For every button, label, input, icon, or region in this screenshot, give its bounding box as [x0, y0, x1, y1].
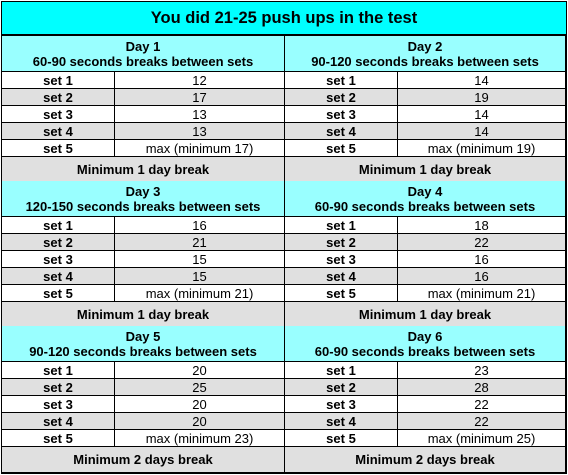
- set-reps: 25: [115, 379, 285, 396]
- day-rest-interval: 120-150 seconds breaks between sets: [25, 198, 261, 214]
- set-label: set 3: [285, 106, 398, 123]
- set-reps: max (minimum 23): [115, 430, 285, 447]
- set-reps: 15: [115, 268, 285, 285]
- set-label: set 5: [285, 285, 398, 302]
- set-reps: 18: [398, 217, 566, 234]
- set-label: set 4: [2, 123, 115, 140]
- day-rest-interval: 60-90 seconds breaks between sets: [314, 343, 536, 359]
- set-reps: 19: [398, 89, 566, 106]
- set-reps: 13: [115, 123, 285, 140]
- day-rest-interval: 60-90 seconds breaks between sets: [314, 198, 536, 214]
- rest-day-note: Minimum 2 days break: [2, 447, 285, 473]
- day-rest-interval: 60-90 seconds breaks between sets: [32, 53, 254, 69]
- set-reps: 20: [115, 362, 285, 379]
- set-label: set 2: [285, 234, 398, 251]
- set-reps: 15: [115, 251, 285, 268]
- set-reps: 13: [115, 106, 285, 123]
- set-reps: max (minimum 21): [115, 285, 285, 302]
- set-label: set 2: [285, 89, 398, 106]
- set-label: set 4: [285, 413, 398, 430]
- day-rest-interval: 90-120 seconds breaks between sets: [29, 343, 257, 359]
- set-reps: 14: [398, 106, 566, 123]
- day-header: Day 6 60-90 seconds breaks between sets: [285, 326, 566, 362]
- set-reps: 28: [398, 379, 566, 396]
- set-label: set 4: [2, 413, 115, 430]
- rest-day-note: Minimum 1 day break: [2, 302, 285, 328]
- set-label: set 1: [285, 72, 398, 89]
- set-reps: 16: [115, 217, 285, 234]
- set-label: set 1: [285, 362, 398, 379]
- set-reps: 20: [115, 413, 285, 430]
- rest-day-note: Minimum 2 days break: [285, 447, 566, 473]
- set-label: set 2: [2, 379, 115, 396]
- rest-day-note: Minimum 1 day break: [2, 157, 285, 183]
- set-label: set 1: [2, 362, 115, 379]
- day-name: Day 5: [125, 328, 161, 344]
- set-label: set 5: [2, 140, 115, 157]
- set-label: set 2: [2, 89, 115, 106]
- plan-title: You did 21-25 push ups in the test: [2, 2, 566, 36]
- set-label: set 4: [2, 268, 115, 285]
- set-label: set 1: [2, 72, 115, 89]
- set-reps: 20: [115, 396, 285, 413]
- set-label: set 3: [285, 251, 398, 268]
- set-reps: 21: [115, 234, 285, 251]
- set-reps: max (minimum 21): [398, 285, 566, 302]
- set-label: set 5: [285, 430, 398, 447]
- day-name: Day 6: [407, 328, 443, 344]
- day-header: Day 2 90-120 seconds breaks between sets: [285, 36, 566, 72]
- set-reps: 22: [398, 396, 566, 413]
- day-name: Day 1: [125, 38, 161, 54]
- set-label: set 4: [285, 268, 398, 285]
- set-reps: max (minimum 25): [398, 430, 566, 447]
- set-label: set 3: [2, 251, 115, 268]
- set-reps: 22: [398, 234, 566, 251]
- set-label: set 5: [2, 430, 115, 447]
- set-label: set 3: [2, 106, 115, 123]
- set-reps: 22: [398, 413, 566, 430]
- day-rest-interval: 90-120 seconds breaks between sets: [311, 53, 539, 69]
- day-header: Day 3 120-150 seconds breaks between sets: [2, 181, 285, 217]
- set-label: set 1: [285, 217, 398, 234]
- set-label: set 1: [2, 217, 115, 234]
- set-label: set 3: [285, 396, 398, 413]
- day-name: Day 3: [125, 183, 161, 199]
- set-reps: 17: [115, 89, 285, 106]
- set-reps: 14: [398, 123, 566, 140]
- day-header: Day 5 90-120 seconds breaks between sets: [2, 326, 285, 362]
- set-reps: 14: [398, 72, 566, 89]
- set-label: set 2: [285, 379, 398, 396]
- set-label: set 5: [2, 285, 115, 302]
- rest-day-note: Minimum 1 day break: [285, 302, 566, 328]
- day-header: Day 1 60-90 seconds breaks between sets: [2, 36, 285, 72]
- set-reps: 16: [398, 268, 566, 285]
- set-reps: max (minimum 17): [115, 140, 285, 157]
- set-reps: 12: [115, 72, 285, 89]
- set-reps: 16: [398, 251, 566, 268]
- day-header: Day 4 60-90 seconds breaks between sets: [285, 181, 566, 217]
- set-label: set 3: [2, 396, 115, 413]
- rest-day-note: Minimum 1 day break: [285, 157, 566, 183]
- set-reps: 23: [398, 362, 566, 379]
- set-reps: max (minimum 19): [398, 140, 566, 157]
- set-label: set 4: [285, 123, 398, 140]
- day-name: Day 4: [407, 183, 443, 199]
- set-label: set 2: [2, 234, 115, 251]
- set-label: set 5: [285, 140, 398, 157]
- day-name: Day 2: [407, 38, 443, 54]
